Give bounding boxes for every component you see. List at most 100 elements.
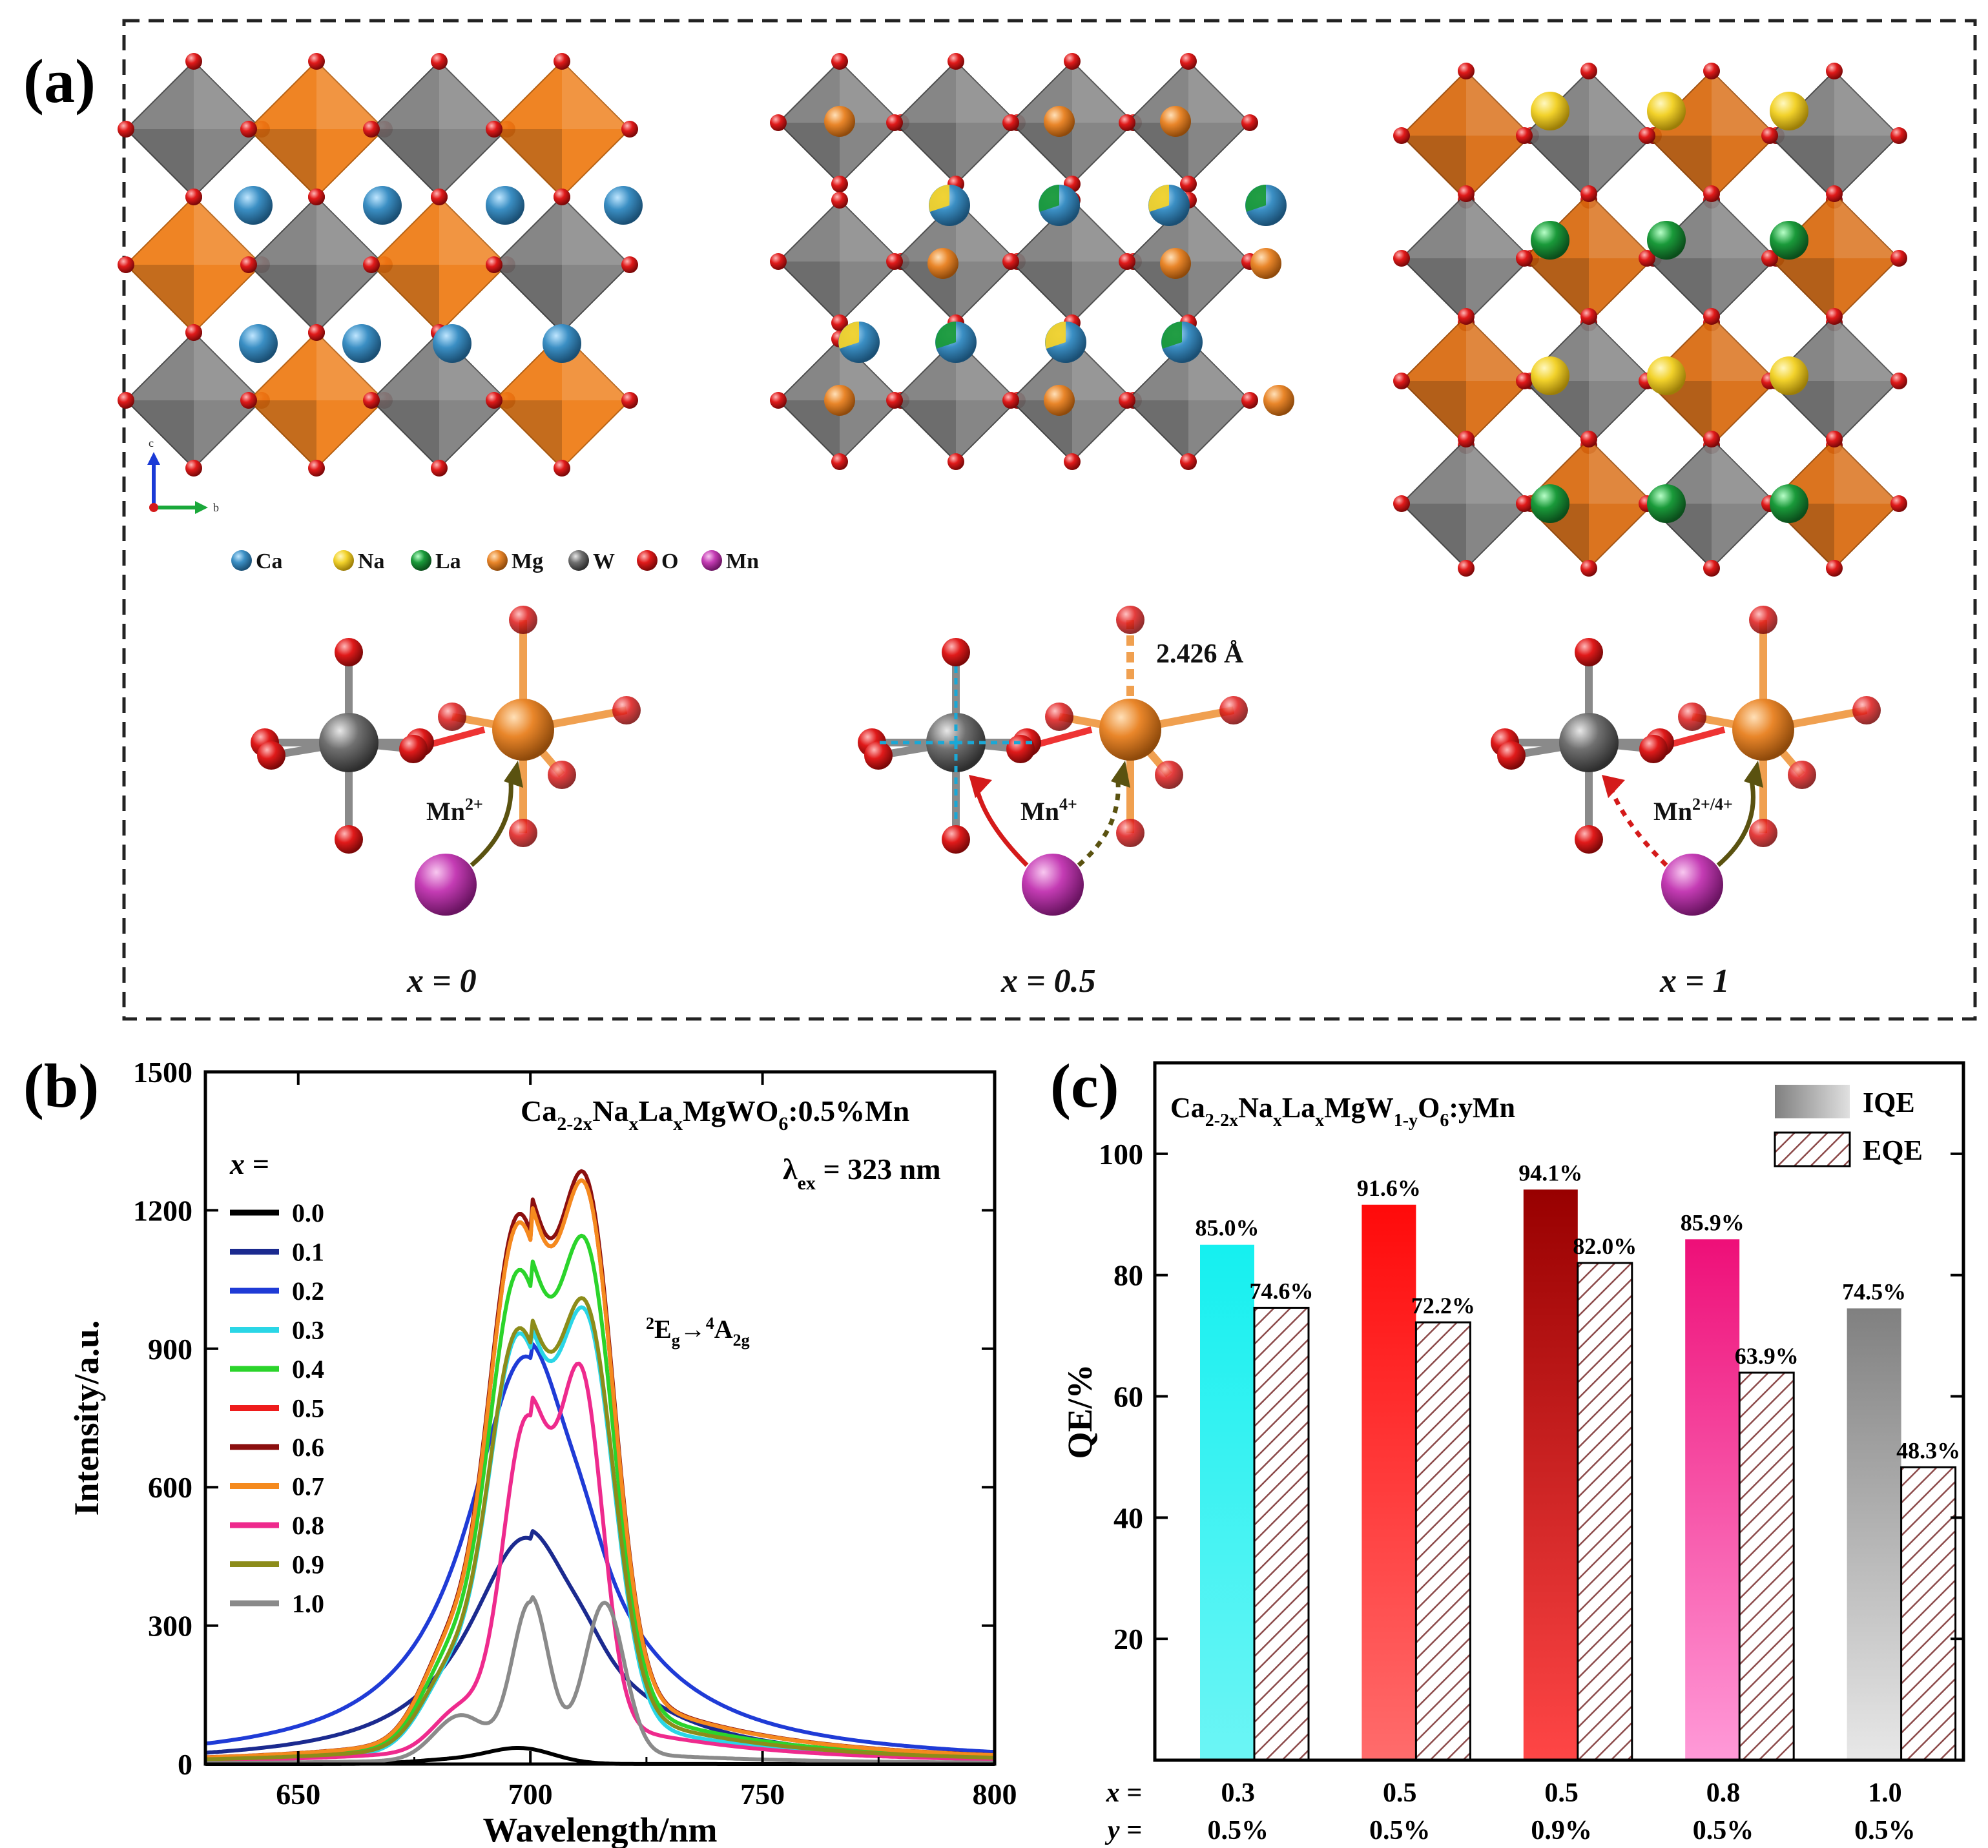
y-tick-label: 80 [1113, 1259, 1143, 1292]
manganese-ion [415, 854, 477, 916]
oxygen-atom [831, 53, 848, 70]
oxygen-atom [1580, 63, 1597, 79]
x-composition-label: x = 0 [406, 963, 477, 1000]
legend-mg-swatch [487, 550, 508, 571]
oxygen-atom [1890, 373, 1907, 389]
arrowhead [969, 775, 992, 798]
oxygen-atom [1580, 431, 1597, 447]
eqe-bar [1738, 1371, 1795, 1761]
wo6-octahedron-shadow [126, 129, 194, 197]
legend-label-x-0.5: 0.5 [292, 1394, 324, 1423]
ca-atom [543, 324, 581, 363]
legend-label-x-0.2: 0.2 [292, 1277, 324, 1306]
oxygen-atom [1639, 735, 1668, 763]
category-x-value: 0.5 [1383, 1778, 1417, 1808]
emission-spectra-chart: 650 700 750 800 0 300 600 900 1200 1500 Wavelength… [67, 1056, 1017, 1848]
ca-atom [604, 186, 643, 225]
wo6-octahedron-facet [1834, 316, 1899, 381]
mgo6-octahedron-shadow [371, 265, 439, 333]
legend-label-x-0.6: 0.6 [292, 1433, 324, 1462]
mgo6-octahedron-shadow [1524, 258, 1589, 323]
legend-na-label: Na [358, 549, 385, 573]
wo6-octahedron-shadow [1127, 123, 1188, 184]
formula-text: Ca [521, 1094, 557, 1127]
magnesium-atom [1099, 699, 1161, 761]
wo6-octahedron-shadow [1524, 381, 1589, 446]
wo6-octahedron-facet [1072, 61, 1134, 123]
oxygen-atom [621, 392, 638, 409]
tungsten-atom [1559, 713, 1619, 772]
series-line-x-1.0 [205, 1595, 995, 1765]
oxygen-atom [1788, 761, 1816, 789]
oxygen-atom [1516, 373, 1533, 389]
eqe-value-label: 74.6% [1250, 1278, 1314, 1304]
wo6-octahedron-facet [194, 61, 262, 129]
oxygen-atom [1002, 392, 1019, 409]
oxygen-atom [1119, 114, 1135, 131]
eqe-bar [1253, 1306, 1310, 1761]
oxygen-atom [1826, 431, 1843, 447]
la-atom [1647, 484, 1686, 523]
manganese-ion [1022, 854, 1084, 916]
bond-length-label: 2.426 Å [1156, 639, 1244, 669]
oxygen-atom [1241, 392, 1258, 409]
formula-subscript: 2-2x [557, 1113, 592, 1134]
excitation-value: = 323 nm [816, 1153, 941, 1186]
iqe-value-label: 91.6% [1357, 1175, 1421, 1201]
wo6-octahedron-facet [562, 197, 630, 265]
oxygen-atom [1761, 250, 1778, 267]
formula-subscript: x [1273, 1111, 1282, 1131]
oxygen-atom [1703, 560, 1720, 577]
mgo6-octahedron-facet [316, 333, 384, 400]
oxygen-atom [1458, 185, 1475, 202]
oxygen-atom [1890, 250, 1907, 267]
mgo6-octahedron-shadow [249, 400, 316, 468]
oxygen-atom [363, 121, 380, 138]
oxygen-atom [1393, 250, 1410, 267]
legend-label-x-0.3: 0.3 [292, 1316, 324, 1345]
eqe-bar [1577, 1262, 1633, 1761]
formula-subscript: x [673, 1113, 683, 1134]
oxygen-atom [185, 460, 202, 477]
mixed-site-fraction [1161, 322, 1182, 349]
x-tick-label: 700 [508, 1778, 553, 1811]
legend-mn-label: Mn [726, 549, 759, 573]
oxygen-atom [1116, 606, 1144, 634]
y-tick-label: 60 [1113, 1381, 1143, 1413]
formula-subscript: 6 [778, 1113, 788, 1134]
oxygen-atom [257, 741, 285, 770]
legend-label-x-1.0: 1.0 [292, 1589, 324, 1618]
mn-valence-label: Mn4+ [1020, 795, 1077, 826]
wo6-octahedron-shadow [895, 123, 956, 184]
legend-eqe-swatch [1774, 1131, 1851, 1167]
axis-triad-right-label: b [213, 501, 219, 514]
mgo6-octahedron-facet [1466, 316, 1531, 381]
oxygen-atom [1580, 560, 1597, 577]
oxygen-atom [942, 825, 970, 854]
magnesium-atom [492, 699, 554, 761]
oxygen-atom [1458, 63, 1475, 79]
ca-atom [486, 186, 524, 225]
y-tick-label: 20 [1113, 1623, 1143, 1656]
wo6-octahedron-facet [1188, 61, 1250, 123]
y-row-label: y = [1104, 1816, 1142, 1845]
wo6-octahedron-shadow [1647, 258, 1712, 323]
oxygen-atom [1180, 453, 1197, 470]
legend-na-swatch [333, 550, 354, 571]
legend-w-label: W [593, 549, 615, 573]
oxygen-atom [831, 176, 848, 192]
ca-atom [342, 324, 381, 363]
oxygen-atom [1393, 127, 1410, 144]
mgo6-octahedron-shadow [1402, 381, 1466, 446]
ca-atom [363, 186, 402, 225]
oxygen-atom [1703, 308, 1720, 325]
legend-ca-label: Ca [256, 549, 283, 573]
panel-c-label: (c) [1050, 1051, 1119, 1120]
wo6-octahedron-shadow [1770, 381, 1834, 446]
category-y-value: 0.5% [1369, 1816, 1431, 1845]
iqe-bar [1523, 1189, 1578, 1760]
x-axis-label: Wavelength/nm [482, 1811, 717, 1848]
quantum-efficiency-bar-chart: 85.0% 74.6% 0.3 0.5% 91.6% 72.2% 0.5 0.5% 94.1% 8… [1061, 1061, 1965, 1845]
wo6-octahedron-facet [840, 61, 901, 123]
